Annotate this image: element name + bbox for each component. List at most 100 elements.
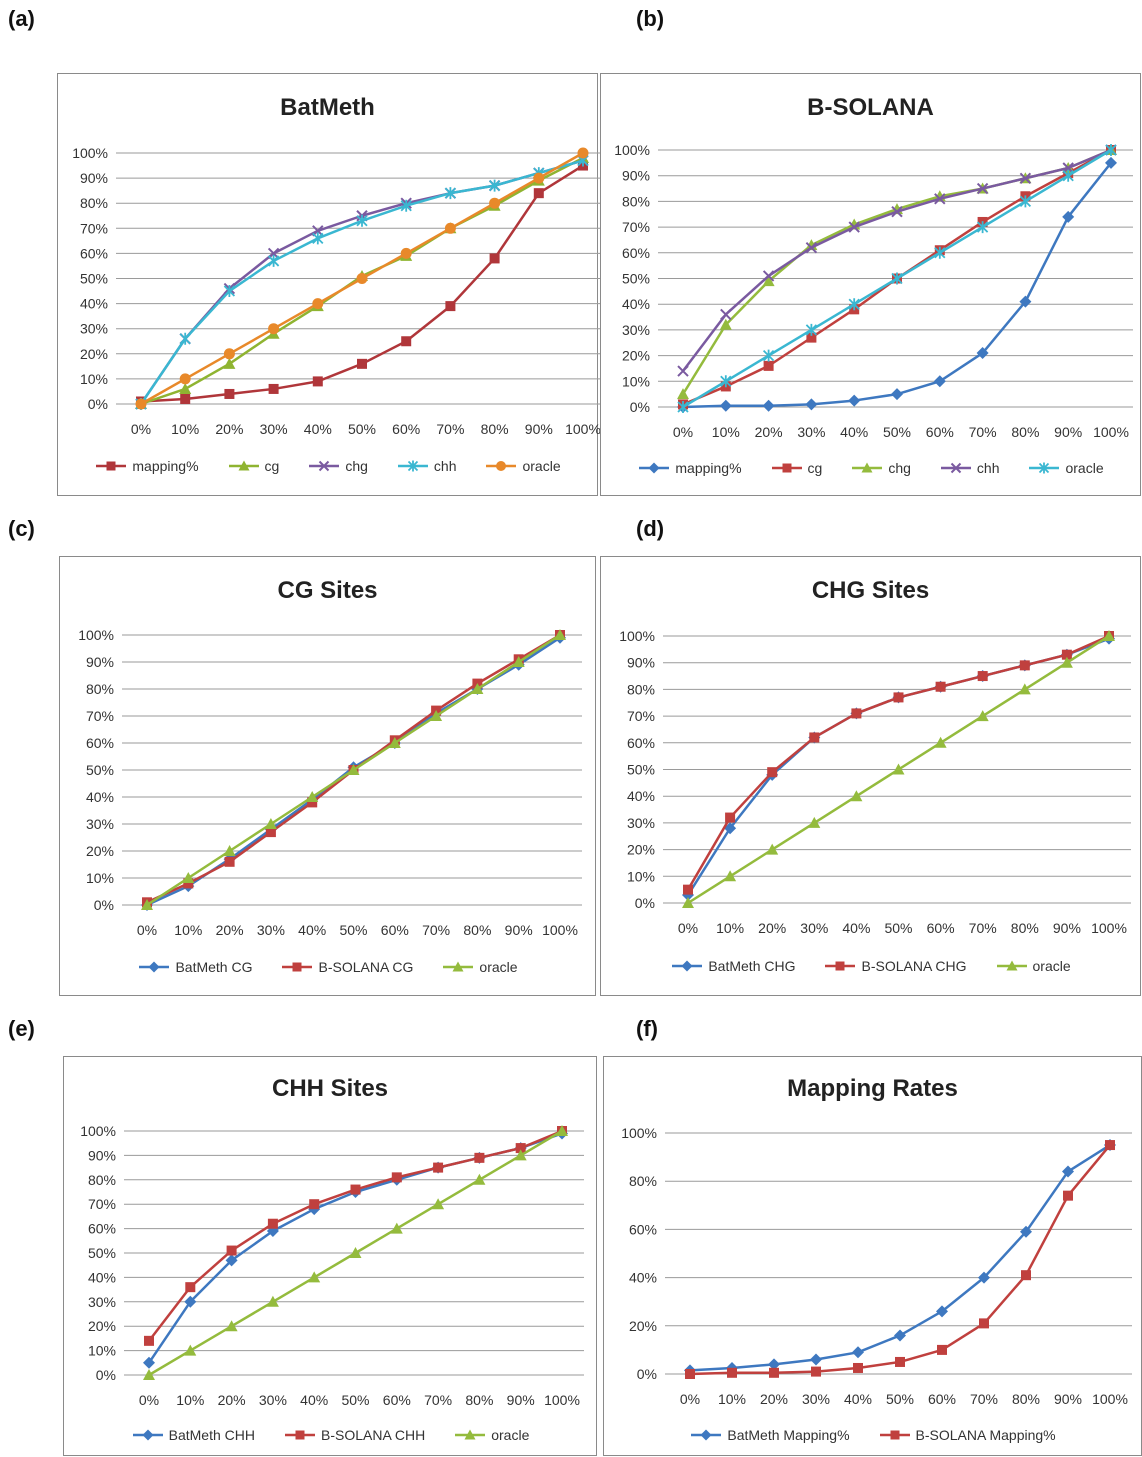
x-tick-label: 70% xyxy=(970,1391,998,1407)
data-point xyxy=(514,1149,527,1161)
series-line xyxy=(148,1129,563,1342)
data-point xyxy=(179,373,191,385)
data-point xyxy=(1105,156,1117,169)
data-point xyxy=(891,205,903,218)
data-point xyxy=(769,1367,779,1378)
legend-label: BatMeth Mapping% xyxy=(727,1427,850,1443)
x-tick-label: 100% xyxy=(1092,1391,1128,1407)
legend-item: BatMeth CG xyxy=(137,959,252,975)
chart-title: CHH Sites xyxy=(271,1075,389,1102)
x-tick-label: 60% xyxy=(392,421,420,437)
data-point xyxy=(356,273,368,284)
y-tick-label: 50% xyxy=(86,762,114,778)
data-point xyxy=(1062,169,1074,182)
data-point xyxy=(1019,660,1030,671)
legend-label: oracle xyxy=(491,1427,530,1443)
data-point xyxy=(976,710,989,722)
y-tick-label: 20% xyxy=(86,843,114,859)
legend-swatch xyxy=(282,962,313,972)
x-tick-label: 30% xyxy=(800,920,828,936)
x-tick-label: 0% xyxy=(139,1392,159,1408)
x-tick-label: 90% xyxy=(1053,920,1081,936)
chart-title: Mapping Rates xyxy=(787,1075,958,1102)
y-tick-label: 10% xyxy=(88,1343,116,1359)
data-point xyxy=(720,308,732,321)
y-tick-label: 80% xyxy=(86,681,114,697)
y-tick-label: 30% xyxy=(86,816,114,832)
data-point xyxy=(1105,144,1117,156)
data-point xyxy=(1062,210,1075,223)
data-point xyxy=(143,1369,155,1380)
data-point xyxy=(720,375,732,388)
data-point xyxy=(312,376,323,387)
y-tick-label: 100% xyxy=(78,627,114,643)
data-point xyxy=(307,797,318,808)
legend-item: chg xyxy=(307,458,368,474)
y-tick-label: 40% xyxy=(622,296,650,312)
legend-item: chh xyxy=(939,460,999,476)
y-tick-label: 60% xyxy=(86,735,114,751)
y-tick-label: 60% xyxy=(622,245,650,261)
chart-legend: BatMeth Mapping% B-SOLANA Mapping% xyxy=(604,1427,1141,1443)
panel-label-e: (e) xyxy=(8,1016,35,1041)
x-tick-label: 30% xyxy=(802,1391,830,1407)
x-tick-label: 0% xyxy=(137,922,157,938)
data-point xyxy=(808,816,821,828)
chart-plot-chh-sites: 0% 10% 20% 30% 40% 50% 60% 70% 80% 90% 100% 0% 10% 20… xyxy=(80,1123,584,1408)
x-tick-label: 90% xyxy=(1054,424,1082,440)
x-tick-label: 90% xyxy=(507,1392,535,1408)
y-tick-label: 80% xyxy=(88,1172,116,1188)
data-point xyxy=(1103,630,1115,641)
legend-label: oracle xyxy=(1065,460,1104,476)
y-tick-label: 10% xyxy=(627,868,655,884)
data-point xyxy=(144,1335,154,1346)
data-point xyxy=(724,870,737,882)
data-point xyxy=(512,656,525,667)
chart-panel-batmeth: BatMeth 0% 10% 20% 30% 40% 50% 60% 70% 80% 90% 100… xyxy=(57,73,605,496)
data-point xyxy=(848,221,860,233)
data-point xyxy=(268,383,279,394)
legend-swatch xyxy=(1029,462,1060,474)
data-point xyxy=(893,692,904,703)
y-tick-label: 70% xyxy=(88,1196,116,1212)
x-tick-label: 80% xyxy=(1011,920,1039,936)
x-tick-label: 80% xyxy=(463,922,491,938)
x-tick-label: 70% xyxy=(436,421,464,437)
data-point xyxy=(309,1199,320,1210)
series-batmeth-mapping- xyxy=(684,1139,1116,1377)
legend-item: B-SOLANA Mapping% xyxy=(878,1427,1056,1443)
y-tick-label: 30% xyxy=(627,815,655,831)
chart-legend: mapping% cg chg chh oracle xyxy=(601,460,1140,476)
data-point xyxy=(267,254,280,267)
data-point xyxy=(312,298,324,310)
data-point xyxy=(811,1366,821,1377)
y-tick-label: 20% xyxy=(80,346,108,362)
legend-label: BatMeth CHG xyxy=(708,958,796,974)
legend-label: oracle xyxy=(1032,958,1071,974)
y-tick-label: 80% xyxy=(80,195,108,211)
data-point xyxy=(135,398,147,410)
series-line xyxy=(686,634,1110,891)
legend-label: B-SOLANA Mapping% xyxy=(915,1427,1056,1443)
x-tick-label: 40% xyxy=(298,922,326,938)
series-chh xyxy=(677,144,1117,377)
chart-title: B-SOLANA xyxy=(807,94,934,121)
series-mapping- xyxy=(677,156,1117,413)
legend-label: cg xyxy=(264,458,280,474)
x-tick-label: 80% xyxy=(481,421,509,437)
data-point xyxy=(489,197,501,209)
x-tick-label: 50% xyxy=(884,920,912,936)
x-tick-label: 50% xyxy=(348,421,376,437)
data-point xyxy=(224,856,235,867)
legend-swatch xyxy=(879,1430,910,1440)
data-point xyxy=(533,172,545,184)
data-point xyxy=(347,764,360,775)
legend-label: BatMeth CHH xyxy=(168,1427,255,1443)
legend-swatch xyxy=(691,1429,722,1441)
x-tick-label: 40% xyxy=(304,421,332,437)
data-point xyxy=(264,818,277,829)
chart-panel-chh-sites: CHH Sites 0% 10% 20% 30% 40% 50% 60% 70% 80% 90% 1… xyxy=(63,1056,597,1456)
legend-item: BatMeth CHG xyxy=(670,958,795,974)
data-point xyxy=(725,812,736,823)
x-tick-label: 60% xyxy=(383,1392,411,1408)
